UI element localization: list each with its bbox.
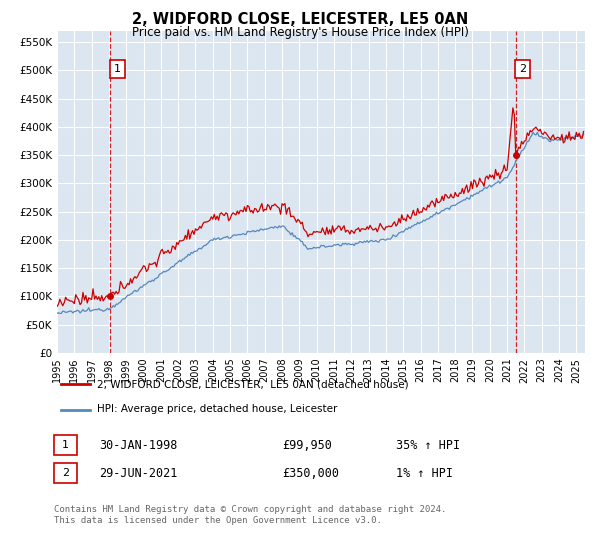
Text: 2, WIDFORD CLOSE, LEICESTER,  LE5 0AN (detached house): 2, WIDFORD CLOSE, LEICESTER, LE5 0AN (de… xyxy=(97,380,409,390)
Text: 2, WIDFORD CLOSE, LEICESTER, LE5 0AN: 2, WIDFORD CLOSE, LEICESTER, LE5 0AN xyxy=(132,12,468,27)
Text: 1% ↑ HPI: 1% ↑ HPI xyxy=(396,466,453,480)
Text: 1: 1 xyxy=(114,64,121,74)
Text: HPI: Average price, detached house, Leicester: HPI: Average price, detached house, Leic… xyxy=(97,404,338,414)
Text: 2: 2 xyxy=(62,468,69,478)
Text: 1: 1 xyxy=(62,440,69,450)
Text: Contains HM Land Registry data © Crown copyright and database right 2024.
This d: Contains HM Land Registry data © Crown c… xyxy=(54,505,446,525)
Text: 29-JUN-2021: 29-JUN-2021 xyxy=(99,466,178,480)
Text: £350,000: £350,000 xyxy=(282,466,339,480)
Text: 35% ↑ HPI: 35% ↑ HPI xyxy=(396,438,460,452)
Text: 30-JAN-1998: 30-JAN-1998 xyxy=(99,438,178,452)
Text: 2: 2 xyxy=(519,64,526,74)
Text: Price paid vs. HM Land Registry's House Price Index (HPI): Price paid vs. HM Land Registry's House … xyxy=(131,26,469,39)
Text: £99,950: £99,950 xyxy=(282,438,332,452)
